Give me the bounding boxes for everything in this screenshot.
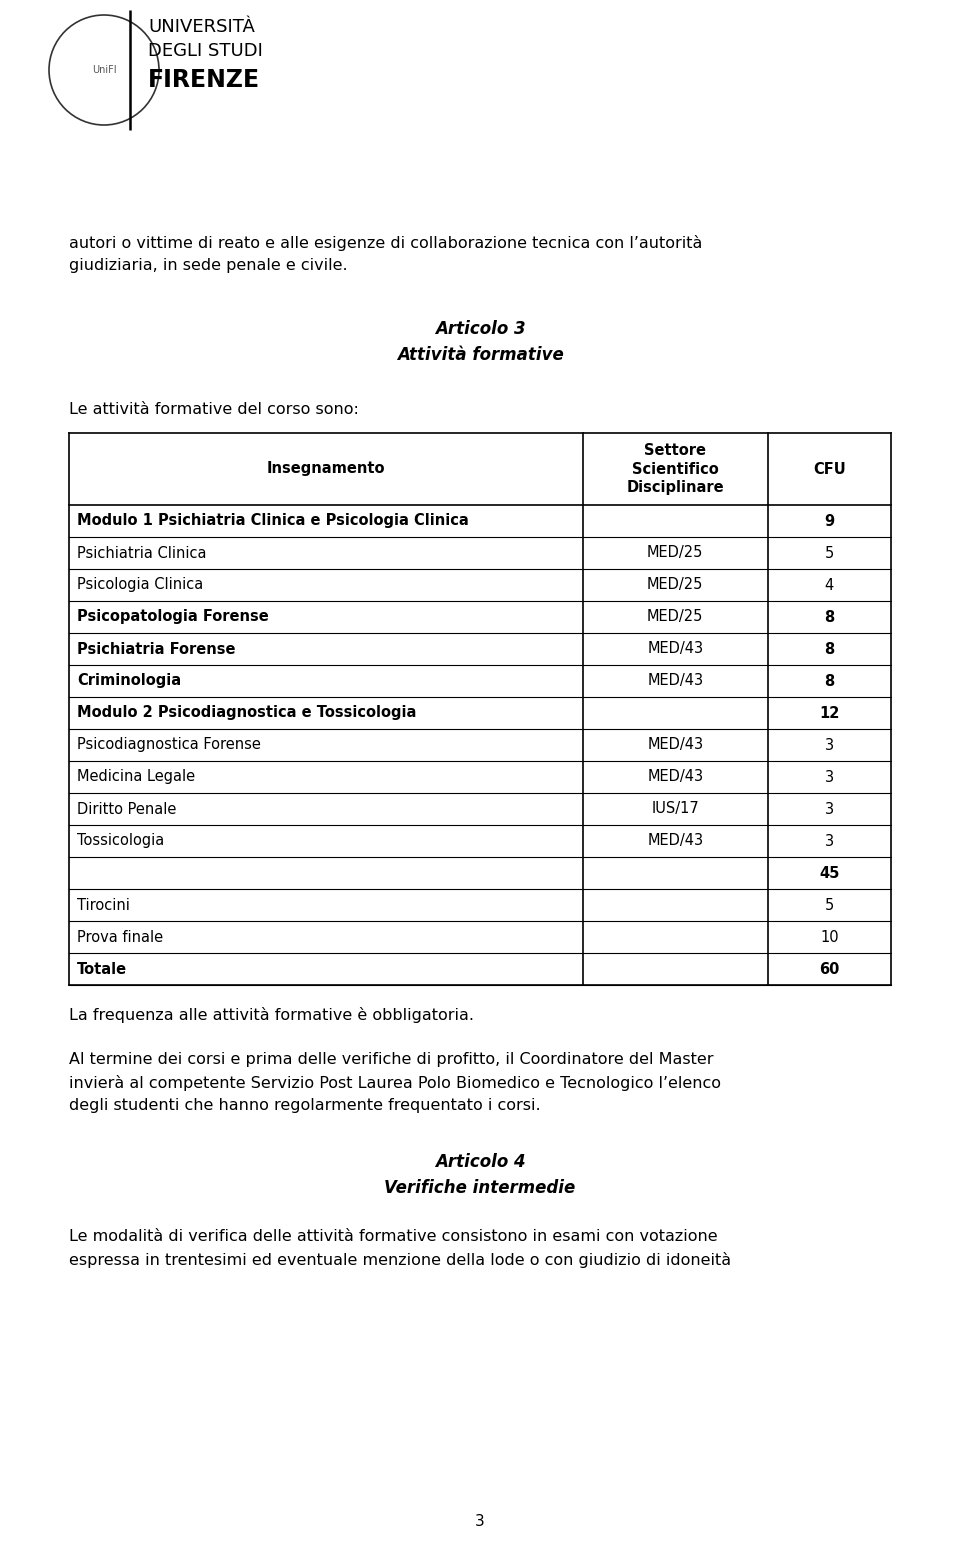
Text: 8: 8 — [825, 610, 834, 625]
Text: 60: 60 — [819, 962, 840, 977]
Text: Insegnamento: Insegnamento — [267, 462, 385, 476]
Text: Le modalità di verifica delle attività formative consistono in esami con votazio: Le modalità di verifica delle attività f… — [69, 1228, 718, 1244]
Text: MED/43: MED/43 — [647, 673, 704, 689]
Text: Articolo 4: Articolo 4 — [435, 1152, 525, 1171]
Text: giudiziaria, in sede penale e civile.: giudiziaria, in sede penale e civile. — [69, 257, 348, 273]
Text: MED/43: MED/43 — [647, 642, 704, 656]
Text: 8: 8 — [825, 642, 834, 656]
Text: Articolo 3: Articolo 3 — [435, 320, 525, 338]
Text: FIRENZE: FIRENZE — [148, 68, 260, 92]
Text: 3: 3 — [475, 1514, 485, 1528]
Text: Attività formative: Attività formative — [396, 346, 564, 364]
Text: UNIVERSITÀ: UNIVERSITÀ — [148, 19, 254, 36]
Text: Tossicologia: Tossicologia — [77, 833, 164, 848]
Text: 12: 12 — [819, 706, 840, 721]
Text: 5: 5 — [825, 546, 834, 560]
Text: Settore
Scientifico
Disciplinare: Settore Scientifico Disciplinare — [627, 444, 724, 495]
Text: Criminologia: Criminologia — [77, 673, 181, 689]
Text: espressa in trentesimi ed eventuale menzione della lode o con giudizio di idonei: espressa in trentesimi ed eventuale menz… — [69, 1252, 732, 1269]
Text: DEGLI STUDI: DEGLI STUDI — [148, 42, 263, 60]
Text: 3: 3 — [825, 769, 834, 785]
Text: Totale: Totale — [77, 962, 127, 977]
Text: 3: 3 — [825, 833, 834, 848]
Text: 3: 3 — [825, 802, 834, 816]
Text: Tirocini: Tirocini — [77, 898, 130, 912]
Text: autori o vittime di reato e alle esigenze di collaborazione tecnica con l’autori: autori o vittime di reato e alle esigenz… — [69, 236, 703, 251]
Text: 9: 9 — [825, 513, 834, 529]
Text: MED/25: MED/25 — [647, 610, 704, 625]
Text: Al termine dei corsi e prima delle verifiche di profitto, il Coordinatore del Ma: Al termine dei corsi e prima delle verif… — [69, 1052, 713, 1067]
Text: Psichiatria Clinica: Psichiatria Clinica — [77, 546, 206, 560]
Text: Psicologia Clinica: Psicologia Clinica — [77, 577, 204, 592]
Text: 3: 3 — [825, 737, 834, 752]
Text: Le attività formative del corso sono:: Le attività formative del corso sono: — [69, 402, 359, 417]
Text: Diritto Penale: Diritto Penale — [77, 802, 177, 816]
Text: 8: 8 — [825, 673, 834, 689]
Text: MED/43: MED/43 — [647, 737, 704, 752]
Text: Prova finale: Prova finale — [77, 929, 163, 945]
Text: 4: 4 — [825, 577, 834, 592]
Text: 45: 45 — [819, 865, 840, 881]
Text: Psicodiagnostica Forense: Psicodiagnostica Forense — [77, 737, 261, 752]
Text: IUS/17: IUS/17 — [651, 802, 699, 816]
Text: CFU: CFU — [813, 462, 846, 476]
Text: MED/25: MED/25 — [647, 546, 704, 560]
Text: MED/43: MED/43 — [647, 769, 704, 785]
Text: MED/25: MED/25 — [647, 577, 704, 592]
Text: MED/43: MED/43 — [647, 833, 704, 848]
Text: 10: 10 — [820, 929, 839, 945]
Text: Psichiatria Forense: Psichiatria Forense — [77, 642, 235, 656]
Text: Verifiche intermedie: Verifiche intermedie — [384, 1179, 576, 1197]
Text: 5: 5 — [825, 898, 834, 912]
Text: UniFI: UniFI — [92, 65, 116, 74]
Text: Psicopatologia Forense: Psicopatologia Forense — [77, 610, 269, 625]
Text: degli studenti che hanno regolarmente frequentato i corsi.: degli studenti che hanno regolarmente fr… — [69, 1098, 540, 1114]
Text: invierà al competente Servizio Post Laurea Polo Biomedico e Tecnologico l’elenco: invierà al competente Servizio Post Laur… — [69, 1075, 721, 1090]
Text: Modulo 2 Psicodiagnostica e Tossicologia: Modulo 2 Psicodiagnostica e Tossicologia — [77, 706, 417, 721]
Text: La frequenza alle attività formative è obbligatoria.: La frequenza alle attività formative è o… — [69, 1007, 474, 1024]
Text: Modulo 1 Psichiatria Clinica e Psicologia Clinica: Modulo 1 Psichiatria Clinica e Psicologi… — [77, 513, 468, 529]
Text: Medicina Legale: Medicina Legale — [77, 769, 195, 785]
